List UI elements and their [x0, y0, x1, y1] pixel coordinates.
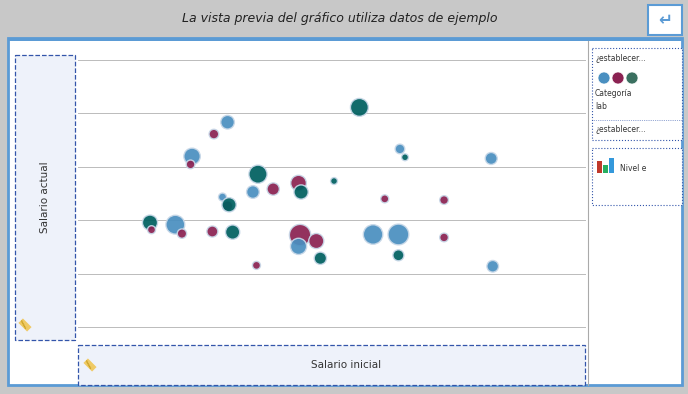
- Bar: [8, 38, 682, 385]
- Text: Nivel e: Nivel e: [620, 164, 646, 173]
- Circle shape: [440, 196, 449, 204]
- Circle shape: [209, 129, 219, 139]
- Text: ¿establecer...: ¿establecer...: [595, 54, 645, 63]
- Circle shape: [222, 201, 233, 211]
- Circle shape: [290, 238, 307, 255]
- Bar: [15, 55, 75, 340]
- Circle shape: [309, 234, 324, 249]
- Circle shape: [147, 226, 155, 234]
- Circle shape: [598, 72, 610, 84]
- Circle shape: [626, 72, 638, 84]
- Circle shape: [331, 178, 338, 184]
- Circle shape: [294, 185, 308, 199]
- Circle shape: [207, 226, 218, 237]
- Circle shape: [166, 215, 185, 234]
- Bar: [8, 38, 682, 41]
- Circle shape: [178, 229, 186, 238]
- Circle shape: [186, 160, 195, 169]
- Circle shape: [291, 175, 306, 191]
- Bar: [648, 5, 682, 35]
- Bar: [609, 158, 614, 173]
- Circle shape: [252, 261, 261, 269]
- Text: ↵: ↵: [658, 11, 672, 29]
- Circle shape: [350, 98, 368, 116]
- Circle shape: [402, 154, 409, 161]
- Bar: [78, 345, 585, 385]
- Circle shape: [246, 186, 259, 198]
- Text: lab: lab: [595, 102, 607, 110]
- Circle shape: [487, 260, 499, 272]
- Circle shape: [314, 252, 327, 264]
- Circle shape: [267, 183, 279, 195]
- Circle shape: [249, 165, 267, 183]
- Circle shape: [221, 115, 235, 129]
- Text: ¿establecer...: ¿establecer...: [595, 126, 645, 134]
- Circle shape: [222, 198, 236, 212]
- Circle shape: [395, 144, 405, 154]
- Circle shape: [142, 215, 158, 230]
- Circle shape: [612, 72, 624, 84]
- Text: Categoría: Categoría: [595, 89, 632, 97]
- Bar: [603, 165, 608, 173]
- Text: /: /: [20, 320, 30, 330]
- Bar: [592, 148, 682, 205]
- Circle shape: [290, 225, 311, 246]
- Bar: [597, 161, 602, 173]
- Text: La vista previa del gráfico utiliza datos de ejemplo: La vista previa del gráfico utiliza dato…: [182, 11, 497, 24]
- Circle shape: [363, 225, 383, 244]
- Bar: [592, 48, 682, 140]
- Text: Salario inicial: Salario inicial: [312, 360, 382, 370]
- Circle shape: [388, 224, 409, 245]
- Circle shape: [440, 233, 449, 242]
- Circle shape: [226, 225, 239, 239]
- Circle shape: [380, 195, 389, 203]
- Circle shape: [219, 193, 226, 201]
- Circle shape: [393, 250, 404, 261]
- Circle shape: [485, 152, 497, 164]
- Text: /: /: [85, 360, 95, 370]
- Circle shape: [184, 148, 200, 165]
- Text: Salario actual: Salario actual: [40, 162, 50, 233]
